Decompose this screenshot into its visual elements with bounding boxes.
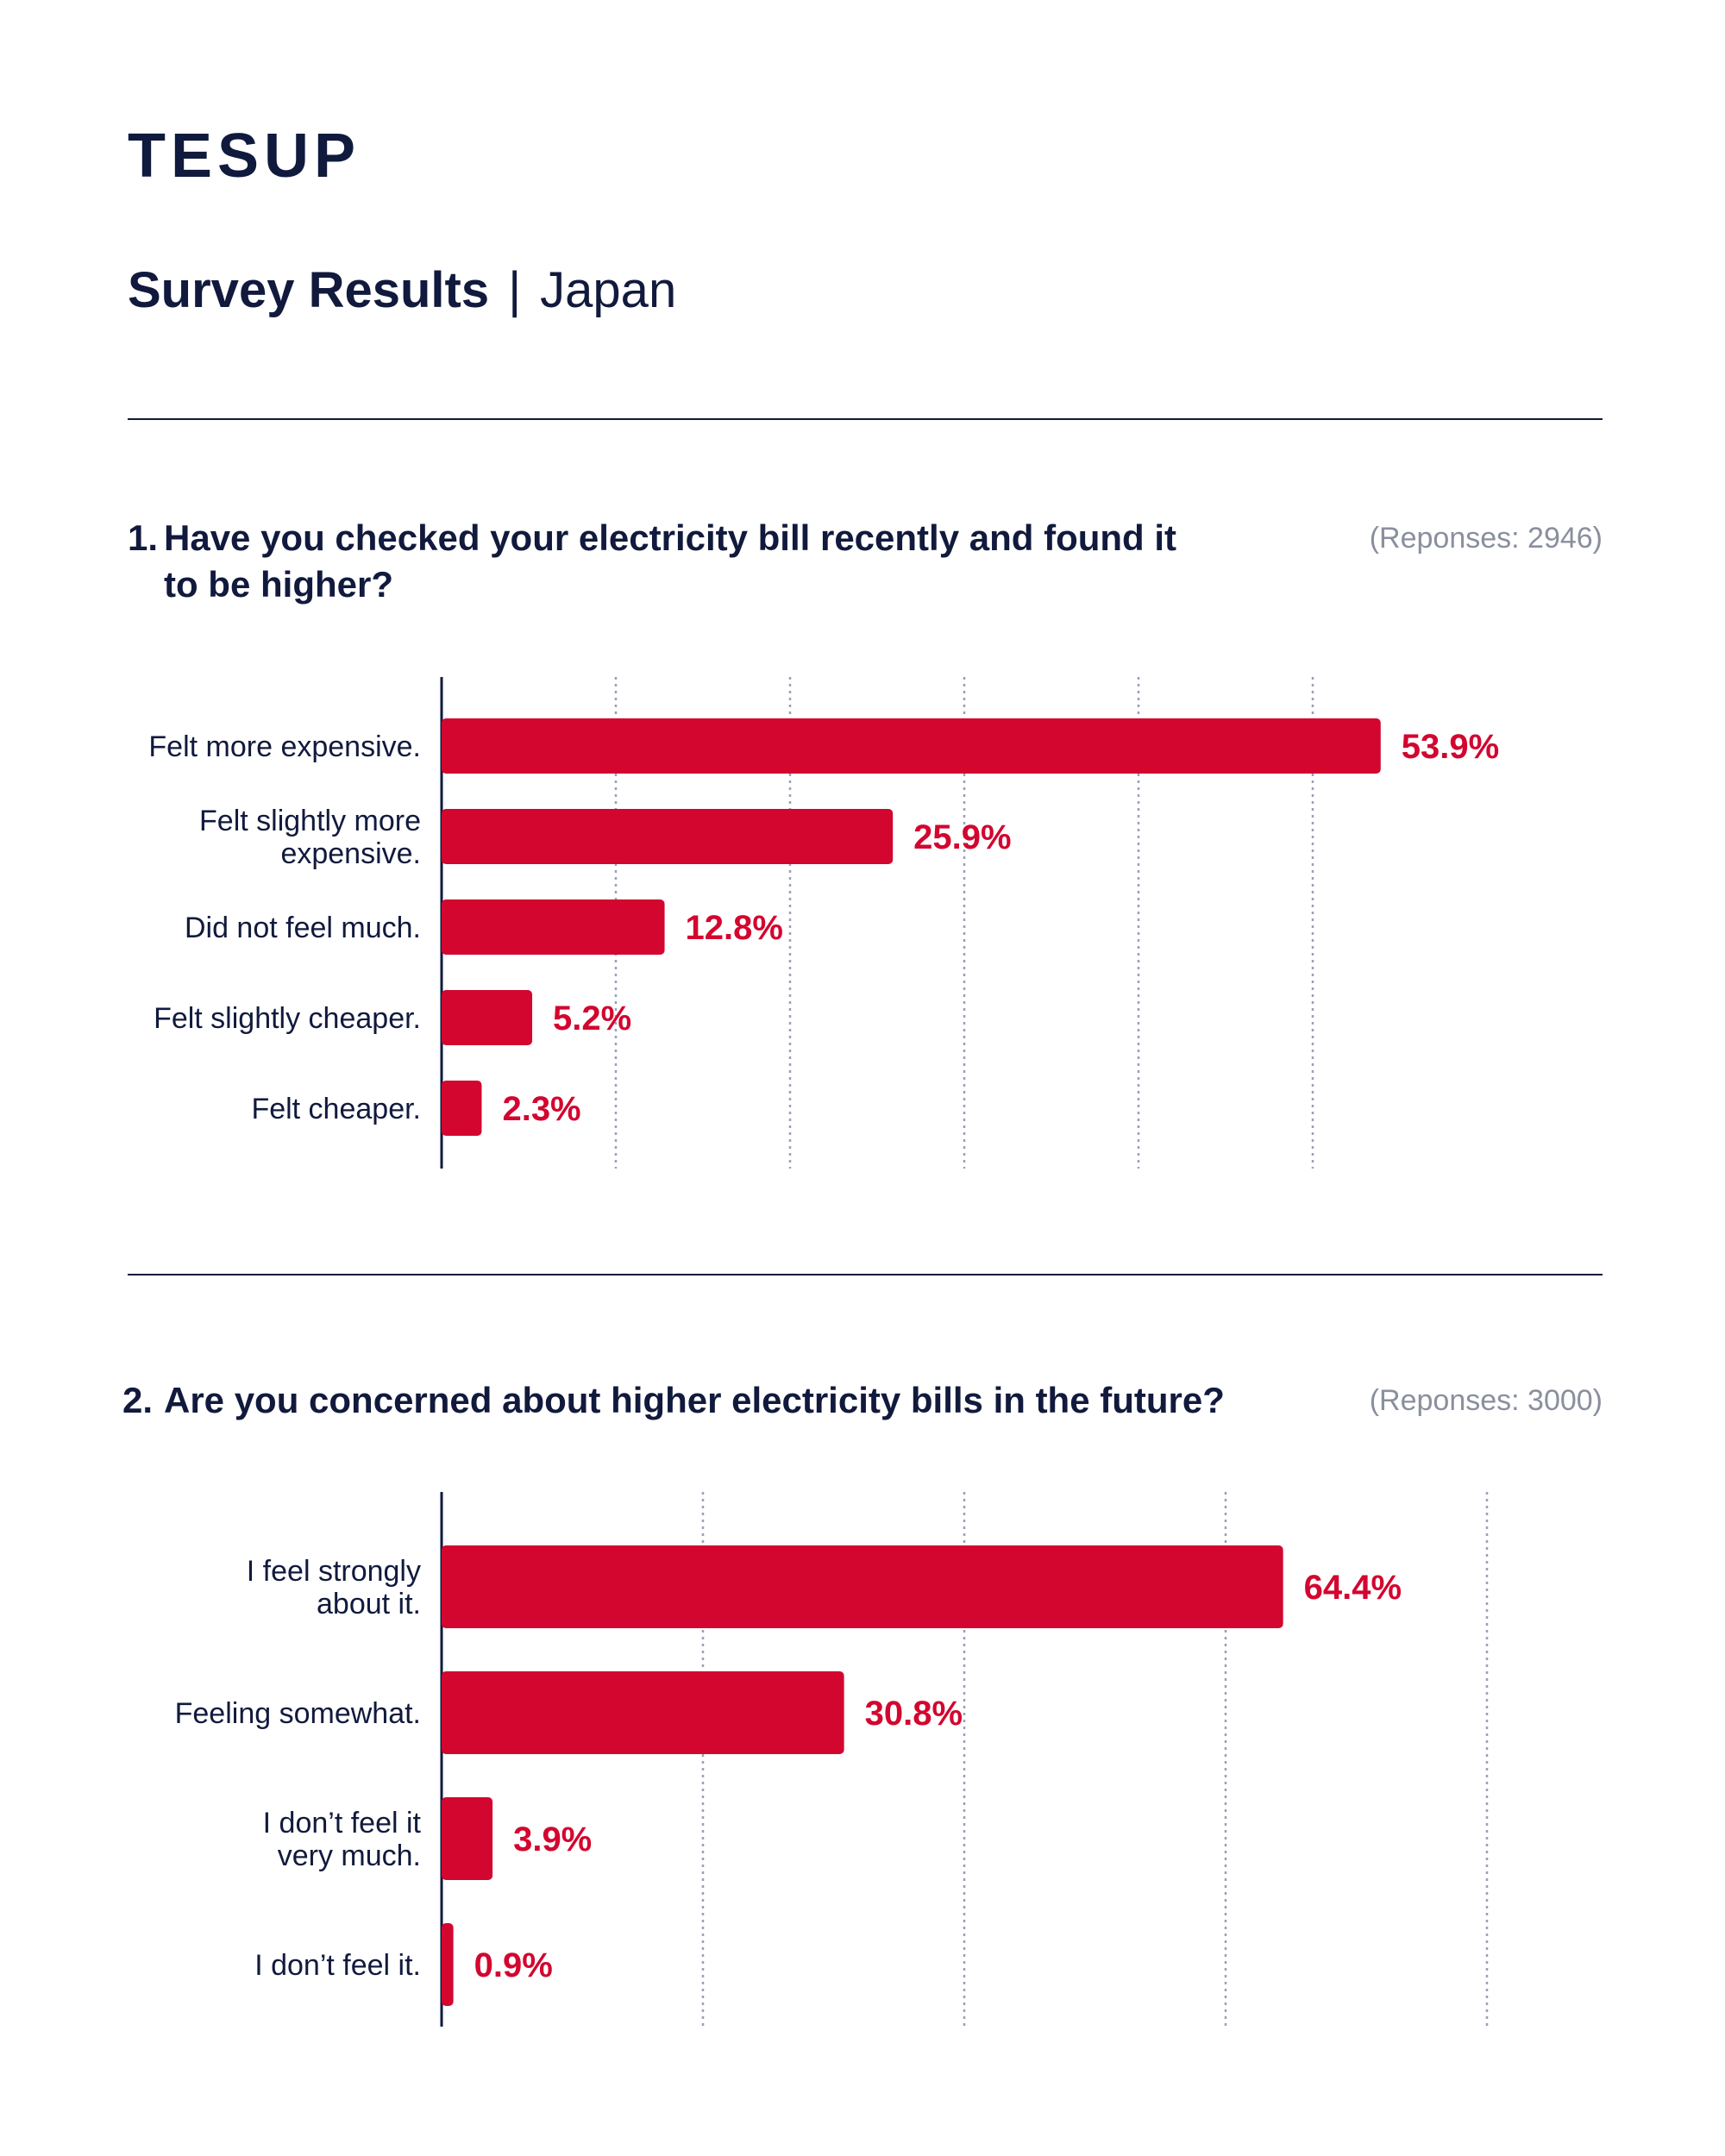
q1-value-label: 12.8% xyxy=(686,909,783,947)
q1-value-label: 25.9% xyxy=(913,818,1011,856)
q2-category-label: I don’t feel it. xyxy=(254,1949,421,1982)
q2-value-label: 3.9% xyxy=(513,1821,592,1858)
q2-value-label: 0.9% xyxy=(474,1946,553,1984)
q1-bar xyxy=(442,990,533,1045)
question-2-number: 2. xyxy=(122,1380,154,1420)
q2-category-label: I feel strongly about it. xyxy=(247,1555,421,1620)
q2-category-label: Feeling somewhat. xyxy=(175,1697,421,1730)
chart-q2: 64.4% I feel strongly about it. 30.8% Feelin… xyxy=(175,1492,1489,2027)
q2-value-label: 64.4% xyxy=(1304,1569,1402,1607)
q1-bar xyxy=(442,1081,482,1136)
question-1-text: Have you checked your electricity bill r… xyxy=(164,517,1177,605)
page-title: Survey Results | Japan xyxy=(128,266,676,316)
q1-value-label: 53.9% xyxy=(1402,728,1499,766)
q1-category-label: Felt cheaper. xyxy=(251,1093,421,1125)
q1-bar xyxy=(442,718,1381,774)
title-separator: | xyxy=(508,262,522,318)
q1-category-label: Did not feel much. xyxy=(185,912,421,944)
brand-logo: TESUP xyxy=(128,122,361,191)
divider-middle xyxy=(128,1274,1603,1275)
q1-category-label: Felt slightly cheaper. xyxy=(154,1002,421,1035)
q2-value-label: 30.8% xyxy=(865,1695,963,1733)
q2-bar xyxy=(442,1797,493,1880)
divider-top xyxy=(128,418,1603,420)
q1-category-label: Felt more expensive. xyxy=(148,730,421,763)
question-2-responses: (Reponses: 3000) xyxy=(1369,1384,1603,1417)
chart-q1: 53.9% Felt more expensive. 25.9% Felt sligh… xyxy=(148,677,1499,1169)
q2-category-label: I don’t feel it very much. xyxy=(263,1807,422,1872)
q1-bar xyxy=(442,899,665,955)
question-1-number: 1. xyxy=(128,517,159,558)
question-2-text: Are you concerned about higher electrici… xyxy=(164,1380,1225,1420)
q2-bar xyxy=(442,1923,454,2006)
q1-category-label: Felt slightly more expensive. xyxy=(199,805,421,870)
q2-bar xyxy=(442,1671,844,1754)
q1-value-label: 5.2% xyxy=(553,1000,631,1037)
title-country: Japan xyxy=(540,262,677,318)
title-strong: Survey Results xyxy=(128,262,490,318)
q2-bar xyxy=(442,1545,1283,1628)
q1-bar xyxy=(442,809,894,864)
question-1-responses: (Reponses: 2946) xyxy=(1369,522,1603,555)
q1-value-label: 2.3% xyxy=(502,1090,580,1128)
